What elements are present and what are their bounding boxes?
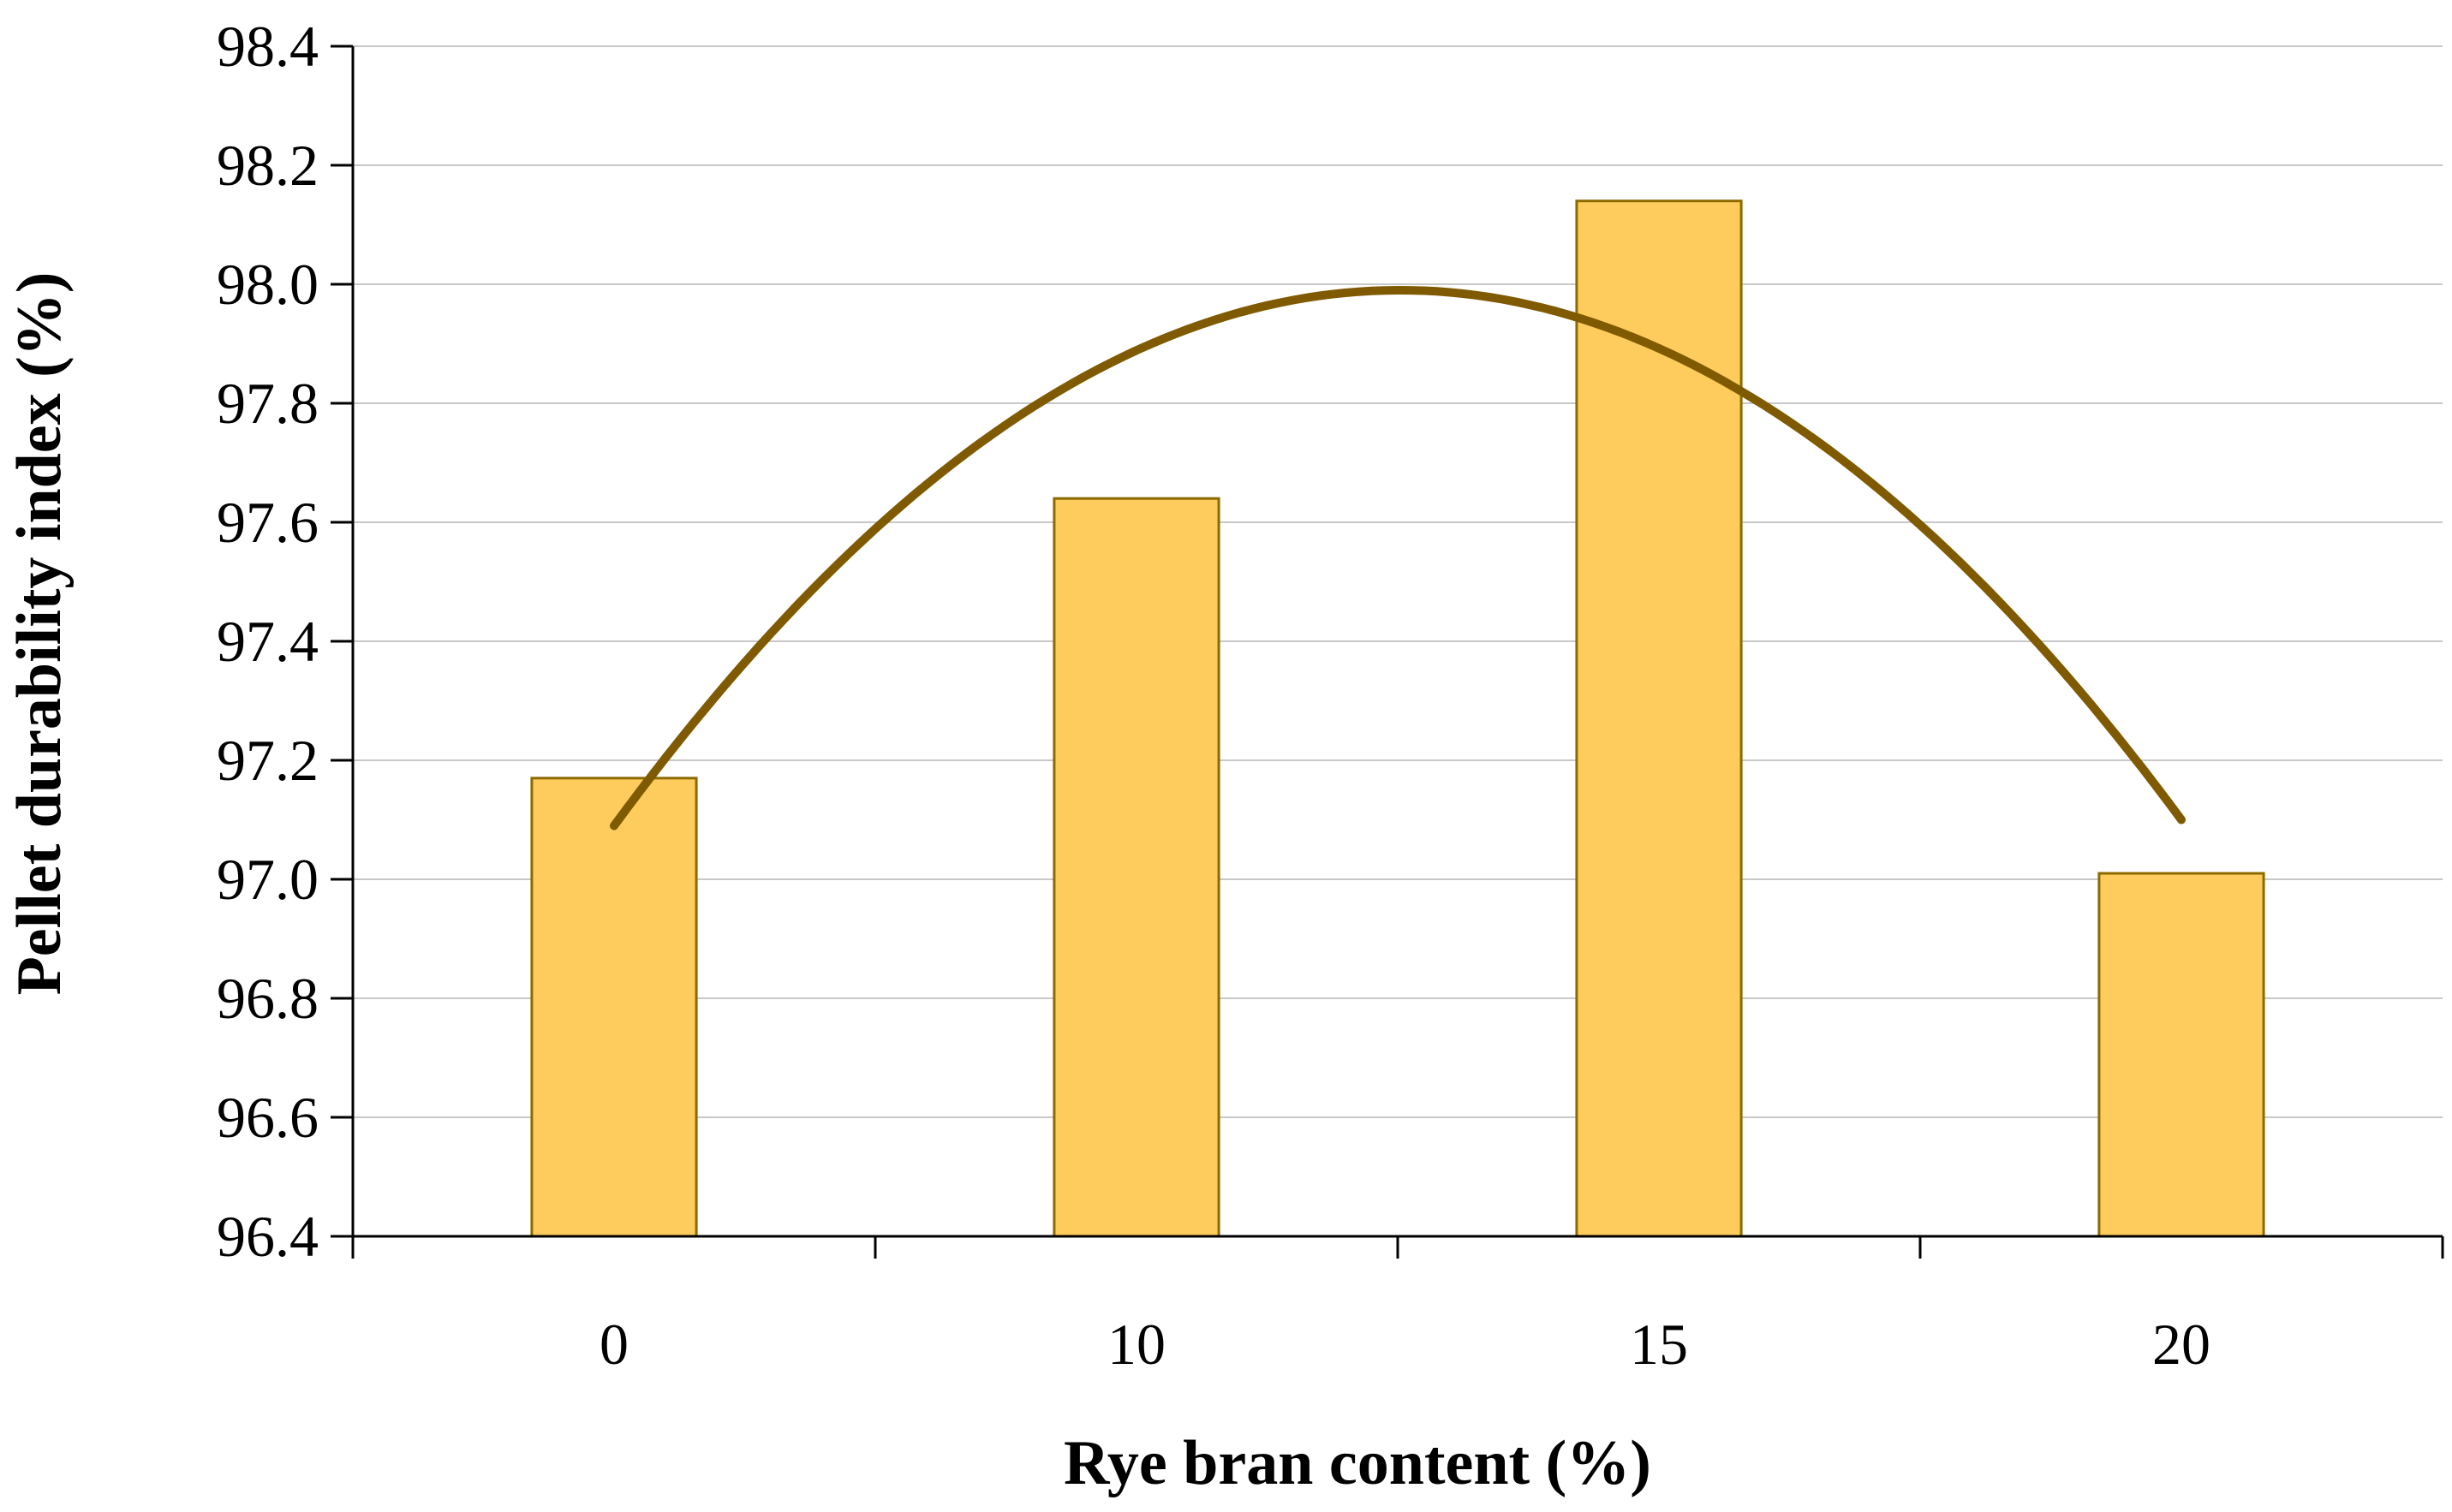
y-tick-labels: 96.4 96.6 96.8 97.0 97.2 97.4 97.6 97.8 98.0 98.2… bbox=[217, 14, 319, 1269]
y-tick-label: 98.0 bbox=[217, 252, 319, 317]
y-tick-label: 97.2 bbox=[217, 728, 319, 793]
y-tick-label: 98.4 bbox=[217, 14, 319, 79]
x-tick-labels: 0 10 15 20 bbox=[600, 1312, 2210, 1377]
gridlines bbox=[353, 45, 2443, 1118]
y-tick-label: 96.6 bbox=[217, 1085, 319, 1150]
x-tick-label: 10 bbox=[1107, 1312, 1166, 1377]
y-tick-label: 97.0 bbox=[217, 847, 319, 912]
bar-15 bbox=[1575, 199, 1743, 1238]
x-tick-label: 20 bbox=[2152, 1312, 2210, 1377]
x-tick-label: 0 bbox=[600, 1312, 629, 1377]
bars bbox=[530, 199, 2265, 1238]
x-axis-title: Rye bran content (%) bbox=[1064, 1428, 1651, 1498]
y-tick-label: 96.4 bbox=[217, 1204, 319, 1269]
bar-0 bbox=[530, 777, 698, 1238]
y-tick-label: 97.4 bbox=[217, 609, 319, 674]
bar-10 bbox=[1053, 497, 1220, 1238]
y-tick-label: 98.2 bbox=[217, 133, 319, 198]
y-tick-label: 96.8 bbox=[217, 966, 319, 1031]
y-axis-title: Pellet durability index (%) bbox=[4, 272, 75, 996]
y-tick-label: 97.6 bbox=[217, 490, 319, 555]
x-tick-label: 15 bbox=[1630, 1312, 1688, 1377]
bar-20 bbox=[2097, 872, 2265, 1238]
trendline-layer bbox=[610, 285, 2186, 830]
y-tick-label: 97.8 bbox=[217, 371, 319, 436]
axes bbox=[331, 45, 2444, 1259]
polynomial-trendline bbox=[610, 285, 2186, 830]
